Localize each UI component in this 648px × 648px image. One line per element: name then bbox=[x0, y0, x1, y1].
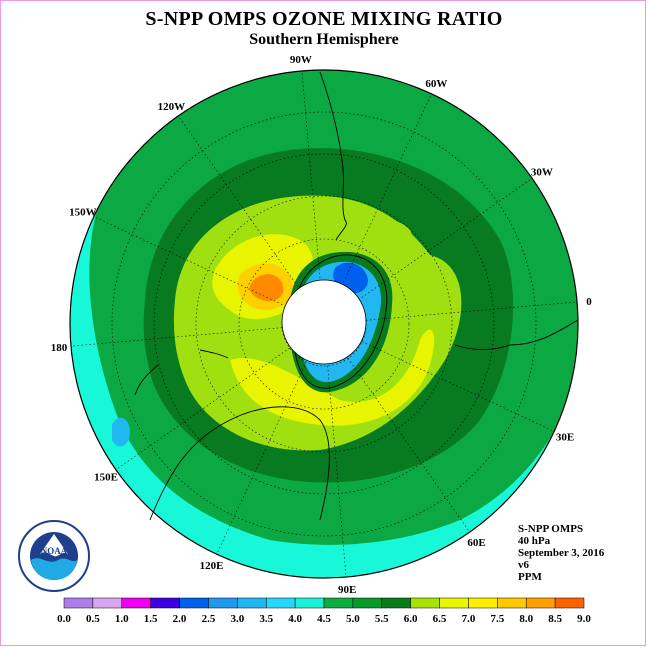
ozone-band-6-6.5b bbox=[230, 329, 435, 426]
info-level: 40 hPa bbox=[518, 535, 551, 547]
colorbar-tick-label: 1.5 bbox=[144, 613, 158, 625]
coastline bbox=[134, 71, 579, 521]
colorbar-swatch bbox=[237, 597, 267, 609]
meridian-line bbox=[115, 347, 290, 470]
longitude-label: 30W bbox=[531, 166, 553, 178]
meridian-line bbox=[347, 358, 470, 533]
longitude-label: 180 bbox=[51, 342, 68, 354]
colorbar-swatch bbox=[497, 597, 527, 609]
ozone-hot-7-7.5 bbox=[249, 274, 284, 302]
colorbar-tick-label: 8.5 bbox=[548, 613, 562, 625]
colorbar-swatch bbox=[208, 597, 238, 609]
meridian-line bbox=[358, 178, 533, 301]
coastline-path bbox=[293, 254, 388, 389]
colorbar-swatch bbox=[410, 597, 440, 609]
meridian-line bbox=[361, 341, 555, 432]
longitude-label: 30E bbox=[556, 431, 574, 443]
colorbar-tick-label: 8.0 bbox=[519, 613, 533, 625]
latitude-circle bbox=[238, 238, 410, 410]
colorbar-swatch bbox=[554, 597, 585, 609]
info-panel: S-NPP OMPS 40 hPa September 3, 2016 v6 P… bbox=[518, 523, 604, 583]
colorbar-swatch bbox=[92, 597, 123, 609]
meridian-line bbox=[365, 301, 578, 321]
colorbar-swatch bbox=[63, 597, 94, 609]
meridian-line bbox=[178, 115, 301, 290]
ozone-pocket-blue bbox=[112, 417, 130, 447]
coastline-path bbox=[199, 349, 229, 359]
colorbar-swatch bbox=[525, 597, 556, 609]
globe-outline bbox=[69, 69, 579, 579]
pole-white-disc bbox=[281, 279, 367, 365]
longitude-label: 60W bbox=[425, 78, 447, 90]
colorbar-tick-label: 7.0 bbox=[462, 613, 476, 625]
latitude-circle bbox=[111, 111, 537, 537]
colorbar-tick-label: 6.5 bbox=[433, 613, 447, 625]
noaa-logo: NOAA bbox=[18, 520, 90, 592]
latitude-circle bbox=[195, 195, 453, 453]
info-date: September 3, 2016 bbox=[518, 547, 605, 559]
longitude-label: 90E bbox=[338, 584, 356, 596]
info-units: PPM bbox=[518, 571, 542, 583]
longitude-label: 120W bbox=[158, 101, 186, 113]
colorbar-tick-label: 5.0 bbox=[346, 613, 360, 625]
longitude-labels: 90W 60W 30W 0 30E 60E 90E 120E 150E 180 150W 120W bbox=[51, 54, 592, 596]
colorbar-swatch bbox=[265, 597, 296, 609]
longitude-label: 60E bbox=[467, 537, 485, 549]
chart-title: S-NPP OMPS OZONE MIXING RATIO bbox=[145, 8, 503, 30]
colorbar-tick-label: 2.5 bbox=[202, 613, 216, 625]
colorbar-tick-label: 0.5 bbox=[86, 613, 100, 625]
ozone-island-green bbox=[362, 218, 413, 258]
colorbar-swatch bbox=[381, 597, 411, 609]
meridian-line bbox=[93, 216, 287, 307]
info-instrument: S-NPP OMPS bbox=[518, 523, 584, 535]
colorbar-swatch bbox=[352, 597, 383, 609]
meridian-line bbox=[70, 327, 283, 347]
info-version: v6 bbox=[518, 559, 529, 571]
colorbar-swatch bbox=[150, 597, 180, 609]
meridian-line bbox=[341, 93, 432, 287]
colorbar-tick-label: 2.0 bbox=[173, 613, 187, 625]
meridian-line bbox=[301, 70, 321, 283]
colorbar-swatch bbox=[439, 597, 469, 609]
colorbar-swatch bbox=[468, 597, 498, 609]
coastline-path bbox=[454, 319, 579, 350]
longitude-label: 150W bbox=[69, 207, 97, 219]
colorbar-tick-label: 6.0 bbox=[404, 613, 418, 625]
colorbar-swatch bbox=[294, 597, 325, 609]
longitude-label: 0 bbox=[586, 296, 592, 308]
colorbar-tick-label: 0.0 bbox=[57, 613, 71, 625]
coastline-path bbox=[134, 364, 159, 396]
lat-lon-grid bbox=[70, 70, 578, 578]
meridian-line bbox=[216, 361, 307, 555]
colorbar-tick-label: 9.0 bbox=[577, 613, 591, 625]
colorbar-swatch bbox=[179, 597, 209, 609]
coastline-path bbox=[319, 71, 347, 241]
meridian-line bbox=[327, 365, 347, 578]
longitude-label: 150E bbox=[94, 472, 118, 484]
coastline-path bbox=[149, 406, 330, 521]
noaa-logo-text: NOAA bbox=[41, 546, 68, 556]
colorbar-tick-label: 3.0 bbox=[230, 613, 244, 625]
longitude-label: 90W bbox=[290, 54, 312, 66]
colorbar-tick-label: 4.0 bbox=[288, 613, 302, 625]
colorbar: 0.0 0.5 1.0 1.5 2.0 2.5 3.0 3.5 4.0 4.5 5.0 5.5 6.0 6… bbox=[57, 597, 591, 625]
colorbar-tick-label: 1.0 bbox=[115, 613, 129, 625]
colorbar-swatch bbox=[121, 597, 151, 609]
colorbar-tick-label: 7.5 bbox=[490, 613, 504, 625]
longitude-label: 120E bbox=[200, 560, 224, 572]
colorbar-tick-label: 3.5 bbox=[259, 613, 273, 625]
chart-subtitle: Southern Hemisphere bbox=[249, 31, 399, 48]
colorbar-tick-label: 5.5 bbox=[375, 613, 389, 625]
colorbar-swatch bbox=[323, 597, 354, 609]
latitude-circle bbox=[153, 153, 495, 495]
colorbar-tick-label: 4.5 bbox=[317, 613, 331, 625]
